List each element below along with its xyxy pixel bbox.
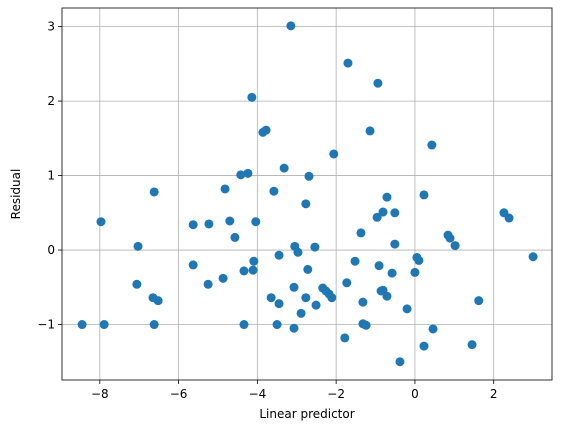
point: [188, 220, 198, 230]
point: [249, 256, 259, 266]
point: [310, 242, 320, 252]
point: [358, 297, 368, 307]
point: [382, 291, 392, 301]
point: [133, 241, 143, 251]
point: [296, 308, 306, 318]
point: [99, 320, 109, 330]
point: [374, 261, 384, 271]
point: [266, 293, 276, 303]
y-tick-label: 0: [47, 243, 55, 257]
x-tick-label: −6: [170, 387, 188, 401]
point: [220, 184, 230, 194]
point: [327, 293, 337, 303]
point: [356, 228, 366, 238]
point: [132, 279, 142, 289]
point: [372, 212, 382, 222]
point: [153, 296, 163, 306]
point: [387, 268, 397, 278]
point: [279, 163, 289, 173]
point: [390, 208, 400, 218]
point: [301, 199, 311, 209]
point: [410, 267, 420, 277]
point: [402, 304, 412, 314]
point: [286, 21, 296, 31]
point: [149, 187, 159, 197]
point: [419, 190, 429, 200]
point: [77, 320, 87, 330]
point: [414, 255, 424, 265]
point: [445, 233, 455, 243]
point: [236, 170, 246, 180]
point: [96, 217, 106, 227]
point: [248, 265, 258, 275]
plot-frame: [61, 7, 553, 381]
point: [467, 340, 477, 350]
point: [343, 58, 353, 68]
point: [382, 192, 392, 202]
point: [225, 216, 235, 226]
point: [269, 186, 279, 196]
point: [239, 320, 249, 330]
x-tick-label: −2: [327, 387, 345, 401]
point: [427, 140, 437, 150]
point: [293, 247, 303, 257]
point: [289, 323, 299, 333]
point: [261, 125, 271, 135]
point: [390, 239, 400, 249]
point: [361, 320, 371, 330]
point: [239, 266, 249, 276]
y-axis-label: Residual: [9, 169, 23, 220]
point: [340, 333, 350, 343]
point: [149, 320, 159, 330]
point: [395, 357, 405, 367]
point: [329, 149, 339, 159]
point: [474, 296, 484, 306]
point: [373, 78, 383, 88]
point: [350, 256, 360, 266]
point: [528, 252, 538, 262]
x-tick-label: −8: [91, 387, 109, 401]
point: [342, 278, 352, 288]
point: [247, 92, 257, 102]
point: [301, 293, 311, 303]
x-tick-label: 0: [411, 387, 419, 401]
point: [419, 341, 429, 351]
y-tick-label: −1: [37, 318, 55, 332]
point: [274, 250, 284, 260]
point: [450, 241, 460, 251]
point: [188, 260, 198, 270]
point: [289, 282, 299, 292]
point: [274, 299, 284, 309]
point: [272, 320, 282, 330]
point: [303, 264, 313, 274]
y-tick-label: 1: [47, 169, 55, 183]
point: [311, 300, 321, 310]
point: [203, 279, 213, 289]
point: [428, 324, 438, 334]
point: [378, 207, 388, 217]
point: [251, 217, 261, 227]
point: [504, 213, 514, 223]
x-tick-label: 2: [490, 387, 498, 401]
point: [204, 219, 214, 229]
x-axis-label: Linear predictor: [259, 407, 354, 421]
y-tick-label: 2: [47, 94, 55, 108]
point: [243, 168, 253, 178]
y-tick-label: 3: [47, 20, 55, 34]
point: [218, 273, 228, 283]
point: [365, 126, 375, 136]
point: [304, 171, 314, 181]
x-tick-label: −4: [249, 387, 267, 401]
point: [230, 232, 240, 242]
